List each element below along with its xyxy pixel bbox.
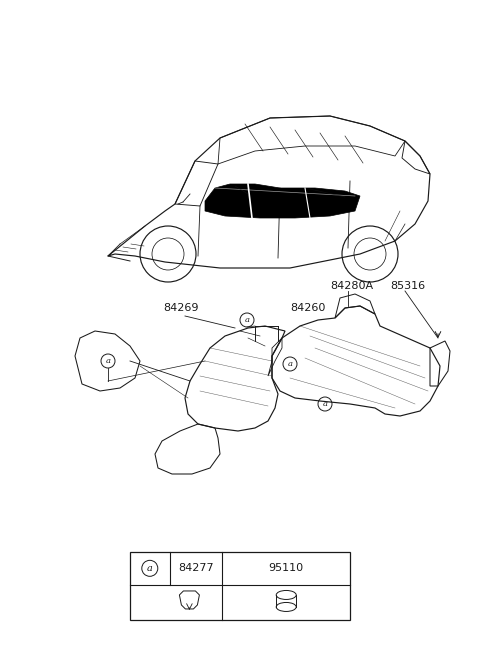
Text: 95110: 95110	[269, 564, 304, 573]
Text: a: a	[244, 316, 250, 324]
Text: a: a	[288, 360, 292, 368]
Text: 84260: 84260	[290, 303, 325, 313]
Text: a: a	[323, 400, 327, 408]
Text: a: a	[147, 564, 153, 573]
Text: 84269: 84269	[163, 303, 199, 313]
Text: 85316: 85316	[390, 281, 425, 291]
Text: a: a	[106, 357, 110, 365]
Polygon shape	[205, 184, 360, 218]
Bar	[130, 552, 350, 620]
Text: 84277: 84277	[178, 564, 214, 573]
Text: 84280A: 84280A	[330, 281, 373, 291]
